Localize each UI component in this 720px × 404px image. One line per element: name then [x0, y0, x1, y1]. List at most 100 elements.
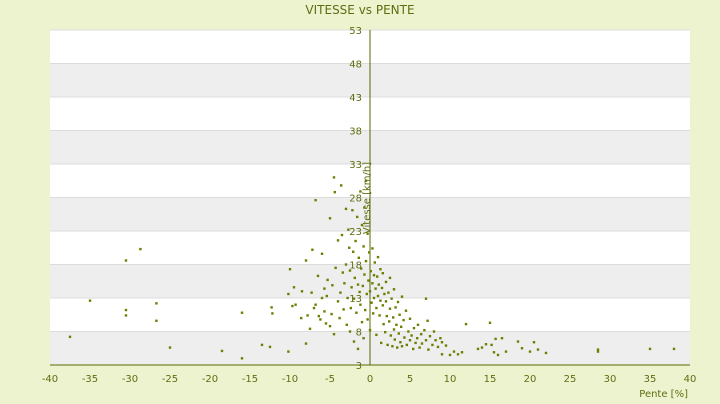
data-point [365, 292, 368, 296]
data-point [392, 328, 396, 331]
data-point [400, 325, 403, 329]
y-tick-label: 18 [349, 261, 362, 272]
data-point [407, 330, 410, 333]
data-point [350, 286, 353, 289]
data-point [359, 190, 362, 193]
data-point [504, 350, 508, 353]
data-point [432, 330, 436, 333]
data-point [349, 306, 352, 310]
data-point [317, 314, 320, 318]
data-point [356, 283, 360, 286]
data-point [434, 339, 437, 342]
data-point [379, 299, 382, 302]
x-tick-label: -40 [42, 374, 58, 385]
data-point [168, 346, 172, 349]
data-point [532, 341, 536, 344]
x-tick-label: -20 [202, 374, 218, 385]
data-point [336, 300, 340, 303]
x-axis-tick-labels: -40 -35 -30 -25 -20 -15 -10 -5 0 5 10 15 20 25 30 35 40 [42, 374, 697, 385]
x-tick-label: -10 [282, 374, 298, 385]
data-point [381, 304, 384, 307]
data-point [412, 347, 415, 351]
data-point [240, 357, 244, 360]
data-point [412, 326, 416, 330]
data-point [500, 337, 504, 340]
data-point [398, 313, 401, 316]
data-point [240, 311, 244, 314]
data-point [291, 304, 294, 308]
data-point [388, 276, 392, 280]
data-point [330, 312, 333, 316]
data-point [344, 207, 348, 211]
data-point [356, 347, 360, 351]
data-point [324, 322, 328, 325]
x-tick-label: 25 [564, 374, 577, 385]
data-point [496, 353, 500, 357]
data-point [544, 351, 548, 355]
data-point [408, 339, 412, 342]
data-point [366, 232, 369, 235]
data-point [357, 256, 360, 259]
data-point [319, 318, 322, 321]
y-tick-label: 13 [349, 294, 362, 305]
data-point [490, 343, 493, 347]
data-point [339, 291, 342, 294]
data-point [356, 215, 359, 219]
data-point [372, 274, 376, 277]
data-point [334, 266, 337, 270]
data-point [648, 347, 652, 351]
data-point [373, 261, 376, 264]
data-point [346, 296, 349, 300]
data-point [383, 292, 386, 296]
data-point [372, 296, 376, 300]
data-point [368, 328, 372, 332]
data-point [386, 343, 389, 347]
data-point [375, 333, 378, 337]
data-point [304, 259, 308, 262]
data-point [480, 346, 484, 349]
data-point [410, 334, 413, 337]
data-point [456, 353, 460, 356]
data-point [372, 312, 375, 315]
data-point [376, 275, 379, 278]
data-point [364, 259, 368, 263]
data-point [431, 343, 434, 347]
data-point [392, 316, 395, 319]
data-point [400, 295, 404, 298]
data-point [333, 190, 336, 194]
y-tick-label: 53 [349, 26, 362, 37]
data-point [423, 328, 426, 332]
data-point [288, 267, 292, 271]
data-point [374, 287, 377, 290]
data-point [400, 345, 404, 348]
data-point [155, 319, 158, 322]
data-point [384, 330, 387, 334]
data-point [488, 321, 492, 324]
data-point [402, 318, 405, 322]
data-point [382, 322, 385, 326]
x-tick-label: -35 [82, 374, 98, 385]
x-tick-label: -15 [242, 374, 258, 385]
data-point [596, 350, 600, 353]
data-point [596, 348, 600, 351]
data-point [436, 345, 440, 349]
data-point [395, 323, 398, 326]
data-point [484, 343, 488, 346]
data-point [476, 347, 480, 351]
data-point [366, 318, 369, 321]
data-point [316, 274, 320, 278]
data-point [393, 338, 396, 341]
data-point [440, 341, 444, 344]
data-point [359, 303, 362, 306]
data-point [399, 341, 402, 344]
data-point [332, 176, 336, 179]
data-point [270, 306, 273, 309]
data-point [364, 179, 368, 182]
data-point [352, 340, 356, 343]
data-point [397, 332, 400, 335]
data-point [320, 252, 324, 255]
y-tick-label: 38 [349, 127, 362, 138]
x-tick-label: 30 [604, 374, 617, 385]
data-point [287, 350, 290, 353]
